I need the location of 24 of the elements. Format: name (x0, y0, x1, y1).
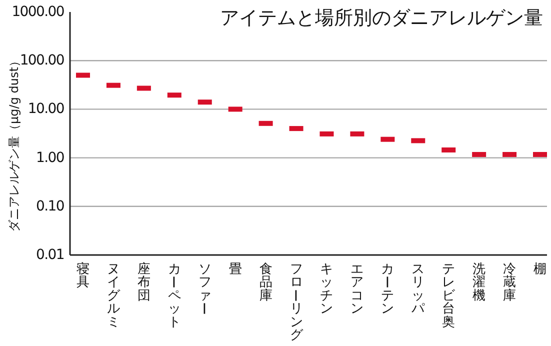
y-axis-title: ダニアレルゲン量（μg/g dust） (7, 55, 21, 232)
chart-title: アイテムと場所別のダニアレルゲン量 (220, 7, 543, 29)
x-tick-label: カーペット (165, 262, 181, 330)
x-tick-label: 洗濯機 (472, 262, 486, 304)
y-tick-label: 1.00 (36, 150, 64, 166)
x-tick-label: カーテン (378, 262, 394, 317)
x-tick-label: スリッパ (410, 262, 426, 317)
x-tick-label: 食品庫 (259, 262, 272, 304)
x-tick-label: ヌイグルミ (106, 262, 121, 330)
y-tick-label: 10.00 (28, 101, 64, 118)
y-tick-label: 0.10 (36, 198, 64, 214)
x-tick-label: 座布団 (137, 261, 150, 304)
y-tick-label: 1000.00 (12, 4, 64, 20)
y-tick-label: 100.00 (20, 52, 64, 69)
x-tick-label: エアコン (350, 262, 364, 317)
x-tick-label: 畳 (228, 262, 242, 277)
x-tick-label: ソファー (196, 262, 212, 316)
x-tick-label: キッチン (320, 262, 334, 317)
y-tick-label: 0.01 (36, 247, 64, 263)
x-tick-label: フローリング (287, 262, 304, 343)
x-tick-label: 棚 (534, 262, 546, 277)
x-tick-label: 寝具 (76, 262, 90, 290)
x-tick-label: 冷蔵庫 (503, 262, 516, 304)
x-tick-label: テレビ台奥 (442, 262, 456, 330)
